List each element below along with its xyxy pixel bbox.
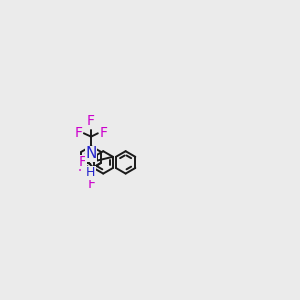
Text: F: F xyxy=(87,177,95,191)
Text: N: N xyxy=(85,146,97,161)
Text: F: F xyxy=(77,160,85,174)
Text: H: H xyxy=(86,167,96,179)
Text: F: F xyxy=(99,126,107,140)
Text: F: F xyxy=(79,155,86,169)
Text: F: F xyxy=(74,126,83,140)
Text: F: F xyxy=(87,115,95,128)
